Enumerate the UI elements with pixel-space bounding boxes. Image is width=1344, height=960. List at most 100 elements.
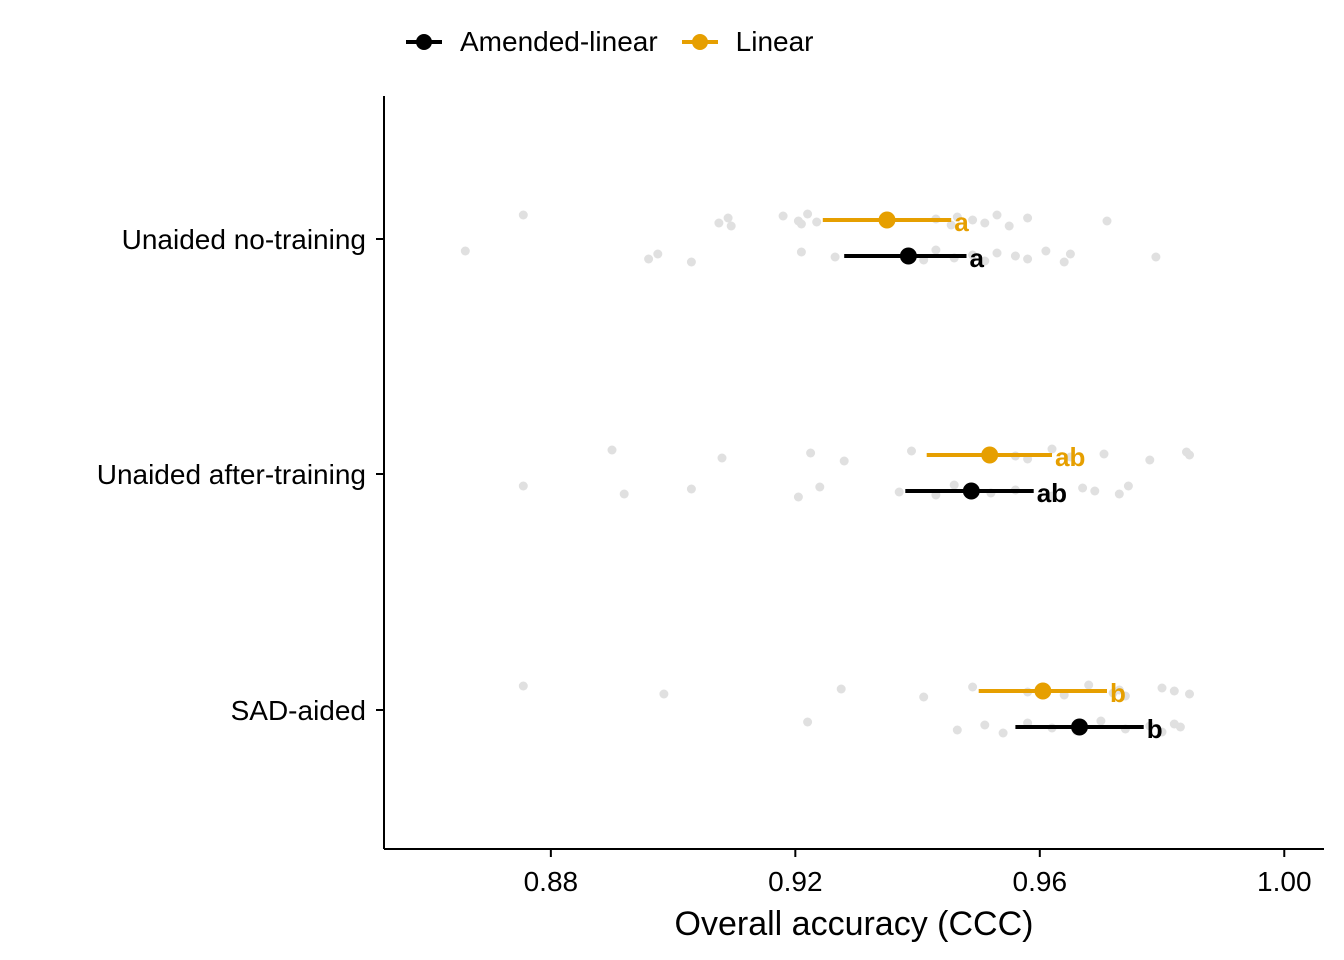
raw-point bbox=[1102, 216, 1112, 226]
raw-point bbox=[1120, 691, 1130, 701]
estimate-point bbox=[981, 446, 999, 464]
raw-point bbox=[1090, 486, 1100, 496]
raw-point bbox=[952, 725, 962, 735]
raw-point bbox=[1023, 254, 1033, 264]
legend-label-amended-linear: Amended-linear bbox=[460, 26, 658, 57]
raw-point bbox=[1114, 685, 1124, 695]
estimate-point bbox=[962, 482, 980, 500]
raw-point bbox=[919, 692, 929, 702]
legend-item-linear: Linear bbox=[680, 22, 814, 62]
raw-point bbox=[946, 220, 956, 230]
raw-point bbox=[518, 210, 528, 220]
raw-point bbox=[1157, 727, 1167, 737]
raw-point bbox=[980, 720, 990, 730]
raw-point bbox=[980, 256, 990, 266]
significance-letter: b bbox=[1110, 678, 1126, 708]
raw-point bbox=[992, 248, 1002, 258]
raw-point bbox=[839, 456, 849, 466]
legend-item-amended-linear: Amended-linear bbox=[404, 22, 658, 62]
raw-point bbox=[726, 221, 736, 231]
significance-letter: a bbox=[954, 207, 969, 237]
raw-point bbox=[803, 209, 813, 219]
raw-point bbox=[793, 492, 803, 502]
x-tick-label: 0.96 bbox=[1013, 866, 1068, 897]
legend-key-amended-linear bbox=[406, 34, 442, 50]
significance-letter: a bbox=[970, 243, 985, 273]
raw-point bbox=[619, 489, 629, 499]
raw-point bbox=[931, 245, 941, 255]
raw-point bbox=[1114, 489, 1124, 499]
raw-point bbox=[717, 453, 727, 463]
legend: Amended-linear Linear bbox=[404, 22, 836, 62]
raw-point bbox=[653, 249, 663, 259]
raw-point bbox=[1010, 251, 1020, 261]
significance-letter: ab bbox=[1055, 442, 1085, 472]
raw-point bbox=[815, 482, 825, 492]
raw-point bbox=[1157, 683, 1167, 693]
raw-point bbox=[686, 484, 696, 494]
raw-point bbox=[1078, 483, 1088, 493]
raw-point bbox=[907, 446, 916, 456]
raw-point bbox=[607, 445, 617, 455]
raw-point bbox=[1065, 452, 1075, 462]
raw-point bbox=[949, 480, 959, 490]
raw-point bbox=[1099, 449, 1109, 459]
raw-point bbox=[1047, 444, 1057, 454]
raw-point bbox=[1145, 721, 1155, 731]
raw-point bbox=[518, 681, 528, 691]
x-tick-label: 0.92 bbox=[768, 866, 823, 897]
raw-point bbox=[836, 684, 846, 694]
raw-point bbox=[659, 689, 669, 699]
raw-point bbox=[644, 254, 654, 264]
y-tick-label: Unaided no-training bbox=[122, 224, 366, 255]
raw-point bbox=[803, 717, 813, 727]
raw-point bbox=[894, 487, 904, 497]
raw-point bbox=[1151, 252, 1161, 262]
raw-point bbox=[812, 217, 822, 227]
raw-point bbox=[1096, 716, 1106, 726]
y-tick-label: Unaided after-training bbox=[97, 459, 366, 490]
raw-point bbox=[1041, 246, 1051, 256]
raw-point bbox=[1145, 455, 1155, 465]
raw-point bbox=[998, 728, 1008, 738]
estimate-point bbox=[899, 247, 917, 265]
raw-point bbox=[992, 210, 1002, 220]
significance-letter: ab bbox=[1037, 478, 1067, 508]
raw-point bbox=[1004, 221, 1014, 231]
y-tick-label: SAD-aided bbox=[231, 695, 366, 726]
significance-letter: b bbox=[1147, 714, 1163, 744]
raw-point bbox=[686, 257, 696, 267]
raw-point bbox=[714, 218, 724, 228]
x-axis-title: Overall accuracy (CCC) bbox=[675, 905, 1034, 943]
x-tick-label: 0.88 bbox=[524, 866, 579, 897]
raw-point bbox=[778, 211, 788, 221]
raw-point bbox=[952, 212, 962, 222]
raw-point bbox=[723, 213, 733, 223]
x-tick-label: 1.00 bbox=[1257, 866, 1312, 897]
raw-point bbox=[1084, 680, 1094, 690]
raw-point bbox=[1169, 686, 1179, 696]
raw-point bbox=[796, 247, 806, 257]
raw-point bbox=[830, 252, 840, 262]
legend-key-linear bbox=[681, 34, 718, 50]
raw-point bbox=[1023, 213, 1033, 223]
raw-point bbox=[1047, 491, 1057, 501]
raw-point bbox=[1059, 257, 1069, 267]
raw-point bbox=[518, 481, 528, 491]
legend-label-linear: Linear bbox=[735, 26, 814, 57]
estimate-point bbox=[878, 211, 896, 229]
raw-point bbox=[796, 219, 806, 229]
estimate-point bbox=[1071, 718, 1088, 736]
raw-point bbox=[1065, 249, 1075, 259]
raw-point bbox=[980, 218, 990, 228]
raw-point bbox=[806, 448, 816, 458]
raw-point bbox=[1185, 689, 1194, 699]
raw-point bbox=[1185, 450, 1194, 460]
estimate-point bbox=[1034, 682, 1052, 700]
raw-point bbox=[460, 246, 470, 256]
raw-point bbox=[968, 250, 978, 260]
raw-point bbox=[968, 215, 978, 225]
raw-point bbox=[1123, 481, 1133, 491]
raw-point bbox=[1175, 722, 1185, 732]
